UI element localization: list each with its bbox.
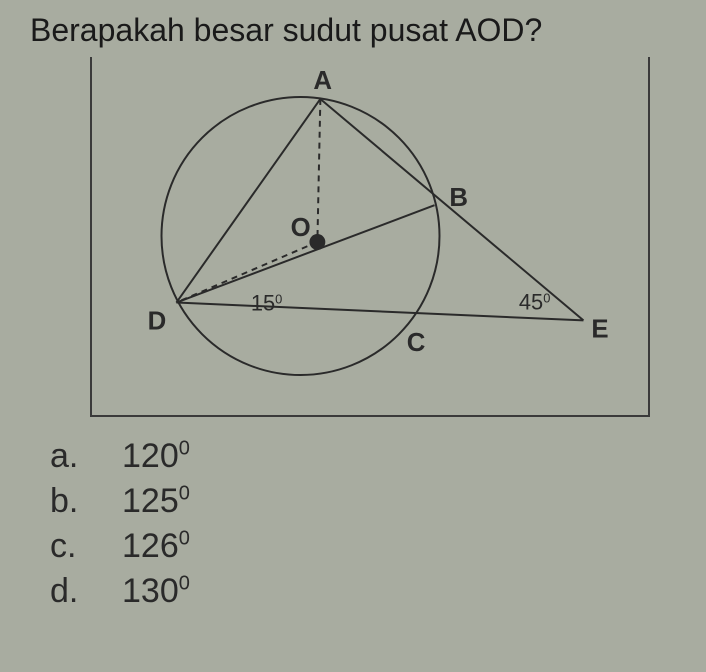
option-a: a. 1200 — [50, 437, 676, 476]
svg-text:C: C — [407, 329, 426, 357]
diagram-container: A B C D E O 150 450 — [90, 57, 650, 417]
svg-text:150: 150 — [251, 290, 282, 315]
option-b: b. 1250 — [50, 482, 676, 521]
option-letter: a. — [50, 437, 122, 476]
svg-text:B: B — [449, 184, 468, 212]
question-text: Berapakah besar sudut pusat AOD? — [30, 12, 676, 49]
option-value: 1200 — [122, 437, 190, 476]
svg-text:D: D — [148, 307, 167, 335]
option-value: 1300 — [122, 572, 190, 611]
svg-text:450: 450 — [519, 289, 550, 314]
option-value: 1250 — [122, 482, 190, 521]
svg-text:A: A — [313, 67, 332, 95]
option-letter: d. — [50, 572, 122, 611]
options-list: a. 1200 b. 1250 c. 1260 d. 1300 — [50, 437, 676, 611]
option-letter: c. — [50, 527, 122, 566]
option-letter: b. — [50, 482, 122, 521]
option-value: 1260 — [122, 527, 190, 566]
geometry-diagram: A B C D E O 150 450 — [92, 57, 648, 415]
svg-text:O: O — [291, 214, 311, 242]
svg-text:E: E — [591, 315, 608, 343]
option-d: d. 1300 — [50, 572, 676, 611]
option-c: c. 1260 — [50, 527, 676, 566]
